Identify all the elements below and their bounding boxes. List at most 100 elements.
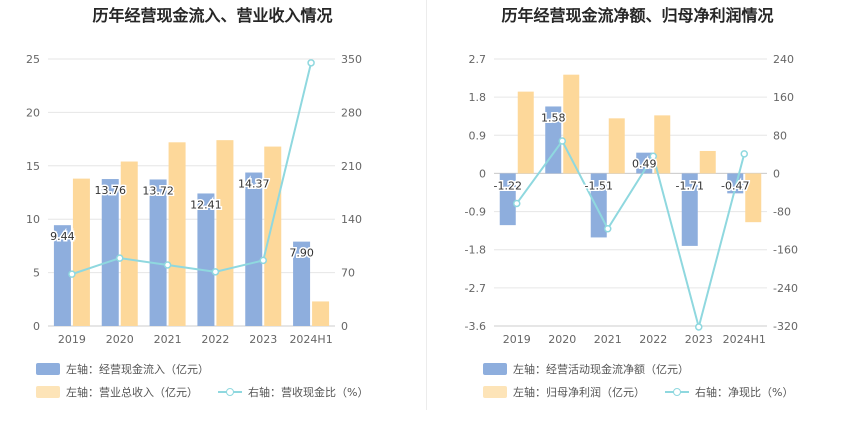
bar-value-label: -1.51 — [585, 179, 613, 192]
y-left-tick-label: -3.6 — [465, 320, 486, 333]
legend-swatch-blue — [36, 363, 60, 375]
bar-primary — [197, 193, 215, 326]
ratio-line — [71, 62, 313, 276]
y-right-tick-label: 70 — [341, 267, 355, 280]
bar-secondary — [517, 91, 534, 174]
line-point — [307, 59, 315, 67]
bar-value-label: 1.58 — [541, 111, 566, 124]
line-point — [68, 270, 76, 278]
x-tick-label: 2019 — [503, 333, 531, 346]
left-chart-plot: 0 5 10 15 20 25 0 70 140 210 280 350 2019 2020 2021 202… — [26, 53, 362, 346]
line-point — [513, 199, 521, 208]
legend-item-bar1[interactable]: 左轴：经营现金流入（亿元） — [36, 361, 209, 377]
bar-value-label: 9.44 — [50, 230, 75, 243]
bar-secondary — [699, 150, 716, 174]
legend-item-line[interactable]: 右轴：营收现金比（%） — [248, 386, 369, 399]
bar-value-label: 14.37 — [238, 178, 270, 191]
y-right-tick-label: 280 — [341, 106, 362, 119]
legend-item-bar2[interactable]: 左轴：营业总收入（亿元） — [66, 386, 198, 399]
y-right-tick-label: 80 — [773, 129, 787, 142]
bar-value-label: -1.22 — [494, 179, 522, 192]
y-left-tick-label: 0 — [479, 167, 486, 180]
legend-line-icon — [665, 386, 689, 398]
line-point — [259, 256, 267, 265]
line-point — [558, 137, 566, 145]
legend-swatch-orange — [36, 386, 60, 398]
bar-secondary — [608, 118, 625, 174]
y-left-tick-label: 5 — [33, 267, 40, 280]
y-left-tick-label: 20 — [26, 106, 40, 119]
legend-row-2: 左轴：营业总收入（亿元） 右轴：营收现金比（%） — [36, 384, 368, 400]
ratio-line — [515, 139, 746, 331]
legend-item-line[interactable]: 右轴：净现比（%） — [695, 386, 794, 399]
legend-swatch-blue — [483, 363, 507, 375]
legend-item-bar2[interactable]: 左轴：归母净利润（亿元） — [513, 386, 645, 399]
chart-title: 历年经营现金流净额、归母净利润情况 — [501, 6, 774, 25]
legend-label: 左轴：经营现金流入（亿元） — [66, 363, 209, 376]
bar-value-label: 7.90 — [289, 247, 314, 260]
panel-divider — [426, 0, 427, 410]
bar-secondary — [745, 173, 762, 223]
y-left-tick-label: -0.9 — [465, 206, 486, 219]
bar-primary — [590, 173, 607, 238]
chart-title: 历年经营现金流入、营业收入情况 — [92, 6, 333, 25]
bar-primary — [101, 179, 119, 326]
y-right-tick-label: 350 — [341, 53, 362, 66]
bar-value-label: -0.47 — [721, 179, 749, 192]
y-left-tick-label: 0.9 — [469, 129, 487, 142]
bar-primary — [636, 152, 653, 174]
y-left-tick-label: 25 — [26, 53, 40, 66]
y-left-tick-label: 10 — [26, 213, 40, 226]
line-point — [649, 152, 657, 161]
bar-primary — [293, 241, 311, 326]
y-left-tick-label: 1.8 — [469, 91, 487, 104]
y-right-tick-label: -240 — [773, 282, 798, 295]
line-point — [604, 224, 612, 233]
x-tick-label: 2022 — [201, 333, 229, 346]
legend-row-2: 左轴：归母净利润（亿元） 右轴：净现比（%） — [483, 384, 793, 400]
right-chart-panel: 历年经营现金流净额、归母净利润情况 -3.6 -2.7 -1.8 -0.9 0 0.9 1.… — [425, 0, 850, 437]
y-left-tick-label: -2.7 — [465, 282, 486, 295]
bar-value-label: 12.41 — [190, 198, 222, 211]
y-right-tick-label: -320 — [773, 320, 798, 333]
legend-item-bar1[interactable]: 左轴：经营活动现金流净额（亿元） — [483, 361, 689, 377]
x-tick-label: 2024H1 — [723, 333, 766, 346]
bar-secondary — [654, 115, 671, 174]
y-right-tick-label: 140 — [341, 213, 362, 226]
x-tick-label: 2023 — [685, 333, 713, 346]
bar-primary — [727, 173, 744, 194]
y-left-tick-label: 2.7 — [469, 53, 487, 66]
bar-secondary — [216, 140, 234, 326]
bar-secondary — [168, 142, 186, 326]
bar-primary — [53, 225, 71, 326]
y-right-tick-label: 240 — [773, 53, 794, 66]
x-tick-label: 2024H1 — [289, 333, 332, 346]
bar-primary — [499, 173, 516, 226]
line-point — [116, 254, 124, 262]
bar-primary — [545, 106, 562, 174]
x-tick-label: 2021 — [594, 333, 622, 346]
y-right-tick-label: 210 — [341, 160, 362, 173]
bar-secondary — [120, 161, 138, 326]
bar-primary — [149, 179, 167, 326]
y-right-tick-label: 160 — [773, 91, 794, 104]
y-left-tick-label: 0 — [33, 320, 40, 333]
right-chart-plot: -3.6 -2.7 -1.8 -0.9 0 0.9 1.8 2.7 -320 -240 -160 -8… — [465, 53, 798, 346]
bar-value-label: 13.76 — [95, 184, 127, 197]
left-chart-panel: 历年经营现金流入、营业收入情况 0 5 10 15 20 25 0 70 140 210 280 35… — [26, 6, 368, 400]
bar-secondary — [264, 146, 282, 326]
line-point — [211, 268, 220, 276]
x-tick-label: 2020 — [106, 333, 134, 346]
x-tick-label: 2022 — [639, 333, 667, 346]
bar-value-label: -1.71 — [676, 179, 704, 192]
legend-line-icon — [218, 386, 242, 398]
y-right-tick-label: -80 — [773, 206, 791, 219]
line-point — [163, 261, 172, 269]
y-right-tick-label: -160 — [773, 244, 798, 257]
x-tick-label: 2020 — [548, 333, 576, 346]
bar-secondary — [72, 178, 90, 326]
y-left-tick-label: -1.8 — [465, 244, 486, 257]
bar-secondary — [312, 301, 330, 326]
legend-swatch-orange — [483, 386, 507, 398]
x-tick-label: 2019 — [58, 333, 86, 346]
